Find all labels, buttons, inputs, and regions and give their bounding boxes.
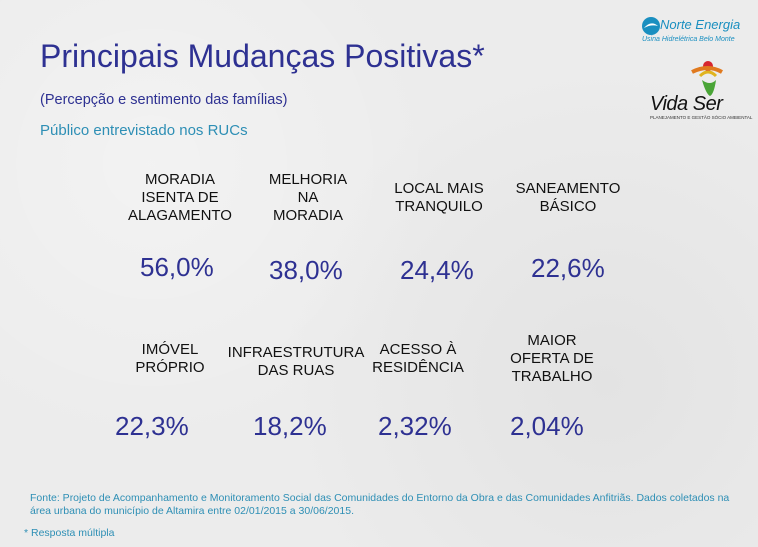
change-label: MAIOR OFERTA DE TRABALHO [510, 332, 594, 385]
surveyed-public: Público entrevistado nos RUCs [40, 122, 248, 139]
norte-energia-icon [642, 17, 660, 35]
change-label: INFRAESTRUTURA DAS RUAS [227, 344, 365, 379]
change-percentage: 56,0% [140, 252, 214, 282]
change-percentage: 22,6% [531, 253, 605, 283]
change-label: SANEAMENTO BÁSICO [515, 180, 621, 215]
vida-ser-logo: Vida Ser PLANEJAMENTO E GESTÃO SÓCIO AMB… [650, 58, 753, 122]
change-label: MELHORIA NA MORADIA [268, 171, 348, 224]
change-percentage: 2,04% [510, 411, 584, 441]
change-percentage: 22,3% [115, 411, 189, 441]
change-percentage: 18,2% [253, 411, 327, 441]
vida-ser-name: Vida Ser [650, 93, 723, 115]
norte-energia-logo: Norte Energia Usina Hidrelétrica Belo Mo… [640, 15, 750, 49]
change-label: LOCAL MAIS TRANQUILO [394, 180, 484, 215]
change-label: ACESSO À RESIDÊNCIA [372, 341, 464, 376]
page-subtitle: (Percepção e sentimento das famílias) [40, 92, 288, 108]
norte-energia-subtitle: Usina Hidrelétrica Belo Monte [642, 36, 735, 43]
change-label: IMÓVEL PRÓPRIO [135, 341, 205, 376]
change-percentage: 38,0% [269, 255, 343, 285]
multiple-response-note: * Resposta múltipla [24, 527, 115, 539]
change-percentage: 2,32% [378, 411, 452, 441]
source-note: Fonte: Projeto de Acompanhamento e Monit… [30, 492, 730, 517]
change-label: MORADIA ISENTA DE ALAGAMENTO [128, 171, 232, 224]
norte-energia-name: Norte Energia [660, 17, 741, 32]
vida-ser-icon [691, 61, 723, 96]
change-percentage: 24,4% [400, 255, 474, 285]
page-title: Principais Mudanças Positivas* [40, 38, 485, 74]
vida-ser-subtitle: PLANEJAMENTO E GESTÃO SÓCIO AMBIENTAL [650, 115, 753, 120]
